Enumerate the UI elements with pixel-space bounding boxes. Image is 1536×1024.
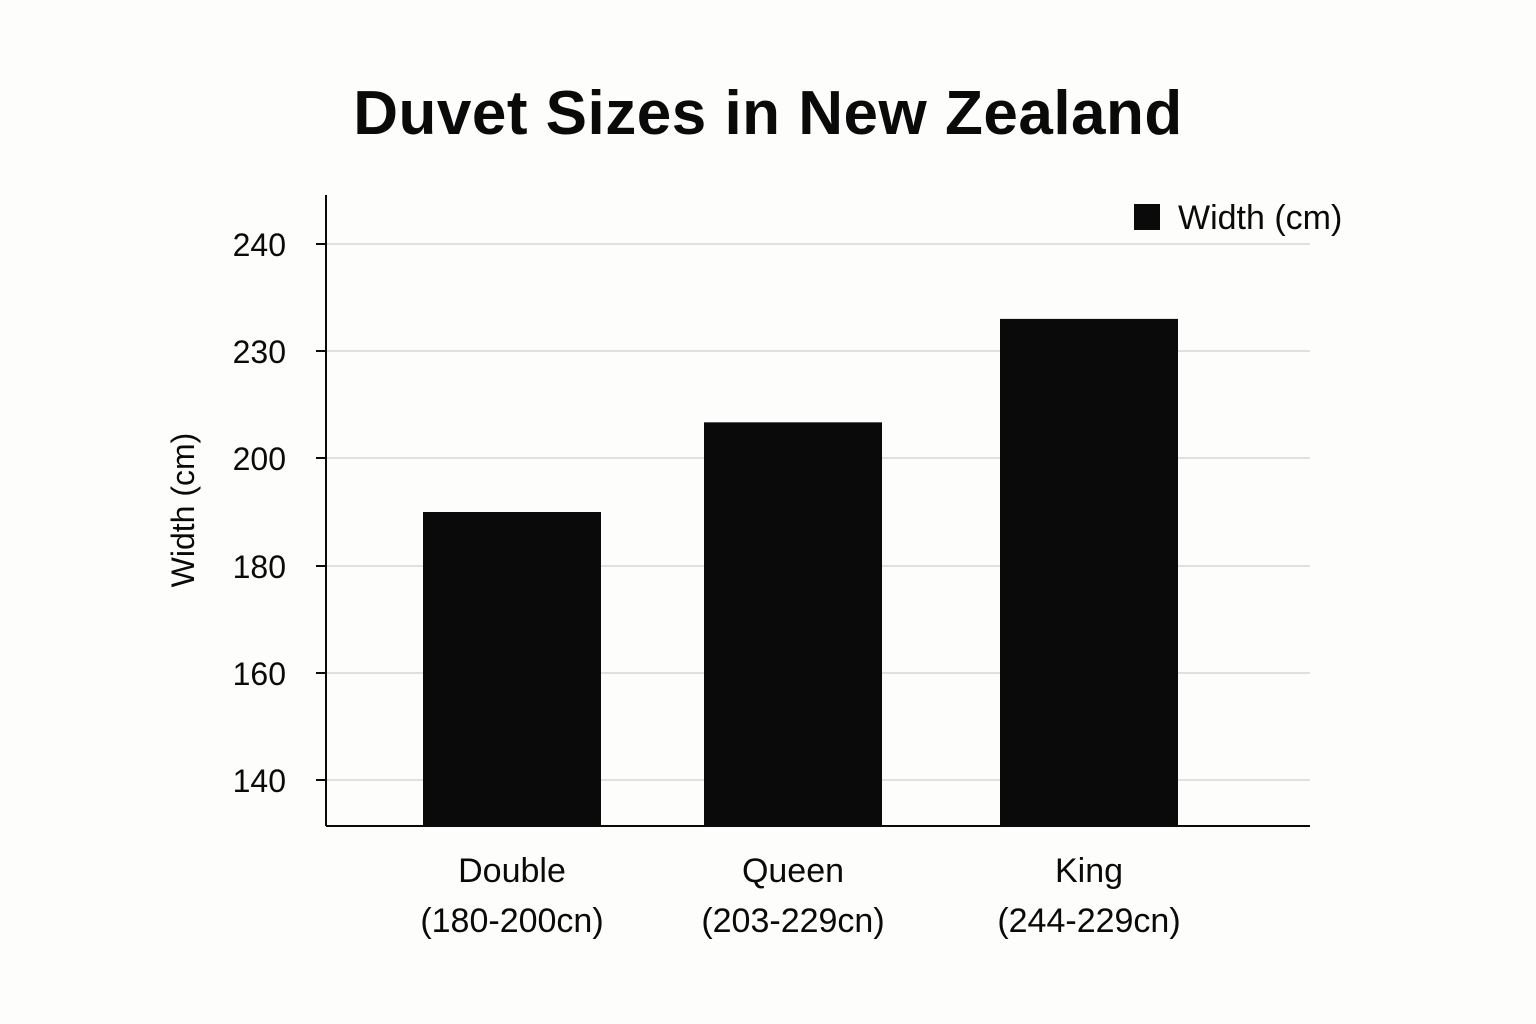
bars xyxy=(423,318,1178,826)
y-tick-label: 180 xyxy=(233,549,286,585)
x-category-sublabel: (244-229cn) xyxy=(997,902,1180,940)
axes xyxy=(325,195,1310,827)
bar-queen xyxy=(704,422,882,826)
bar-double xyxy=(423,512,601,826)
x-category-labels: Double (180-200cn) Queen (203-229cn) King (24… xyxy=(420,852,1180,940)
x-category-sublabel: (180-200cn) xyxy=(420,902,603,940)
legend-swatch xyxy=(1134,204,1160,230)
y-tick-label: 140 xyxy=(233,763,286,799)
chart-title: Duvet Sizes in New Zealand xyxy=(353,79,1183,148)
legend-label: Width (cm) xyxy=(1178,199,1342,237)
x-category-label: Queen xyxy=(742,852,844,890)
y-tick-label: 230 xyxy=(233,334,286,370)
x-category-label: Double xyxy=(458,852,566,890)
legend: Width (cm) xyxy=(1134,199,1342,237)
bar-king xyxy=(1000,318,1178,826)
y-axis-title: Width (cm) xyxy=(165,433,201,588)
y-tick-label: 240 xyxy=(233,227,286,263)
y-tick-label: 200 xyxy=(233,441,286,477)
x-category-label: King xyxy=(1055,852,1123,890)
x-category-sublabel: (203-229cn) xyxy=(701,902,884,940)
y-tick-labels: 140 160 180 200 230 240 xyxy=(233,227,326,799)
y-tick-label: 160 xyxy=(233,656,286,692)
